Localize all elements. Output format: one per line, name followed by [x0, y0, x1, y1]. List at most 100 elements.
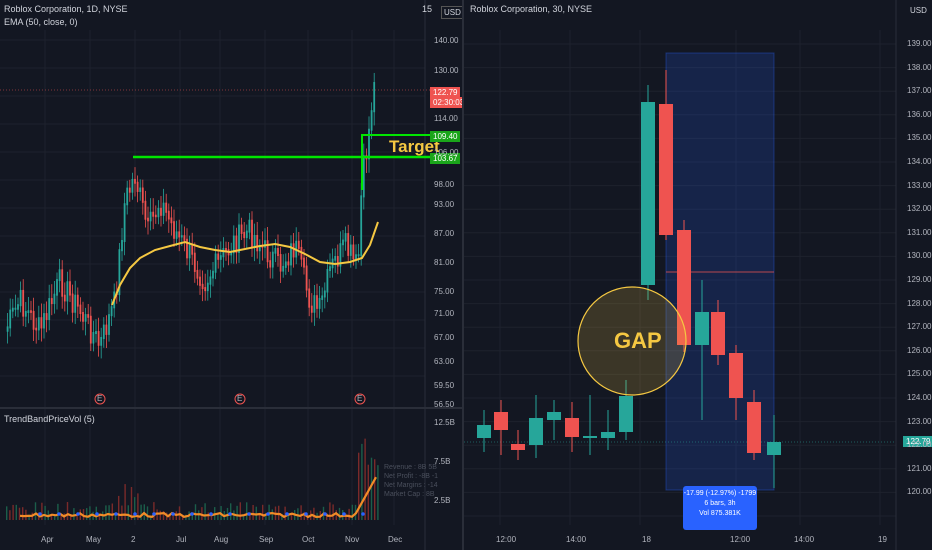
left-time-tick: Dec [388, 535, 403, 544]
right-candle-body [767, 442, 781, 455]
right-chart-pane[interactable]: Roblox Corporation, 30, NYSE USD 122.79 … [464, 0, 932, 550]
trend-band-dot [323, 512, 327, 516]
left-time-tick: Jul [176, 535, 187, 544]
volume-bar [313, 507, 315, 520]
right-time-tick: 12:00 [730, 535, 751, 544]
volume-bar [172, 512, 174, 520]
level-lower-tag: 103.67 [430, 153, 461, 164]
right-candle-body [547, 412, 561, 420]
volume-bar [255, 506, 257, 520]
left-chart-pane[interactable]: Roblox Corporation, 1D, NYSE EMA (50, cl… [0, 0, 462, 550]
right-price-tick: 129.00 [907, 275, 932, 284]
left-candle-body [157, 207, 160, 218]
trend-band-dot [38, 512, 42, 516]
left-countdown-tag: 02:30:03 [430, 97, 462, 108]
right-price-tick: 139.00 [907, 39, 932, 48]
left-candle-body [282, 265, 285, 272]
left-candle-body [123, 203, 126, 242]
left-candle-body [63, 294, 66, 302]
right-candle-body [747, 402, 761, 453]
left-candle-body [360, 195, 363, 257]
volume-bar [252, 504, 254, 520]
left-candle-body [219, 255, 222, 260]
volume-bar [25, 509, 27, 520]
right-currency-label[interactable]: USD [910, 6, 927, 15]
trend-band-dot [57, 512, 61, 516]
left-candle-body [40, 317, 43, 329]
right-price-tick: 137.00 [907, 86, 932, 96]
left-candle-body [95, 331, 97, 335]
volume-bar [278, 505, 280, 520]
left-candle-body [97, 331, 100, 346]
right-chart-canvas[interactable] [464, 0, 932, 550]
left-candle-body [105, 324, 108, 335]
left-price-tick: 130.00 [434, 66, 459, 75]
right-time-tick: 12:00 [496, 535, 517, 544]
left-candle-body [279, 254, 282, 272]
volume-bar [332, 504, 334, 520]
volume-bar [300, 505, 302, 520]
right-last-price-tag: 122.79 [903, 436, 932, 447]
volume-bar [303, 511, 305, 520]
left-candle-body [206, 282, 209, 292]
gap-annotation: GAP [614, 328, 662, 353]
volume-bar [281, 514, 283, 520]
left-candle-body [27, 310, 30, 314]
volume-bar [287, 513, 289, 520]
left-candle-body [14, 307, 17, 310]
left-candle-body [329, 266, 331, 272]
volume-bar [370, 457, 373, 520]
left-candle-body [173, 221, 175, 239]
earnings-marker-label: E [237, 394, 243, 403]
left-candle-body [292, 243, 295, 258]
left-price-tick: 114.00 [434, 114, 458, 123]
earnings-marker-label: E [357, 394, 363, 403]
left-price-tick: 93.00 [434, 200, 455, 209]
pane-divider[interactable] [462, 0, 464, 550]
left-candle-body [370, 110, 373, 131]
right-time-tick: 18 [642, 535, 651, 544]
right-price-tick: 123.00 [907, 416, 932, 426]
left-candle-body [87, 314, 90, 318]
volume-bar [201, 507, 203, 520]
left-price-tick: 67.00 [434, 333, 455, 342]
left-candle-body [108, 314, 110, 335]
left-candle-body [141, 187, 144, 203]
left-candle-body [118, 249, 121, 296]
volume-bar [268, 504, 270, 520]
volume-bar [18, 507, 21, 520]
left-candle-body [43, 313, 45, 329]
left-candle-body [24, 311, 27, 317]
sub-indicator-label[interactable]: TrendBandPriceVol (5) [4, 414, 95, 424]
earnings-marker [234, 393, 246, 405]
left-price-tick: 71.00 [434, 309, 455, 318]
left-candle-body [235, 235, 238, 253]
left-sub-tick: 7.5B [434, 457, 451, 466]
left-price-tick: 106.00 [434, 148, 459, 157]
right-candle-body [659, 104, 673, 235]
volume-bar [265, 514, 267, 520]
right-price-tick: 121.00 [907, 463, 932, 473]
sub-ghost-line: Market Cap : 8B [384, 491, 435, 498]
left-candle-body [22, 289, 25, 317]
volume-bar [335, 510, 337, 520]
left-candle-body [110, 306, 113, 317]
left-candle-body [336, 256, 339, 267]
left-candle-body [53, 293, 56, 305]
left-candle-body [352, 244, 355, 260]
volume-bar [169, 513, 171, 520]
volume-bar [127, 505, 129, 520]
left-candle-body [74, 294, 77, 313]
left-time-tick: 2 [131, 535, 136, 544]
volume-bar [130, 487, 133, 520]
left-chart-canvas[interactable] [0, 0, 462, 550]
left-candle-body [349, 244, 352, 256]
left-candle-body [131, 178, 134, 193]
left-candle-body [253, 234, 256, 248]
ema-indicator-label[interactable]: EMA (50, close, 0) [4, 17, 78, 27]
volume-bar [246, 502, 248, 520]
volume-bar [73, 508, 75, 520]
left-candle-body [297, 240, 300, 249]
left-currency-badge[interactable]: USD [441, 6, 462, 19]
volume-bar [297, 508, 299, 520]
